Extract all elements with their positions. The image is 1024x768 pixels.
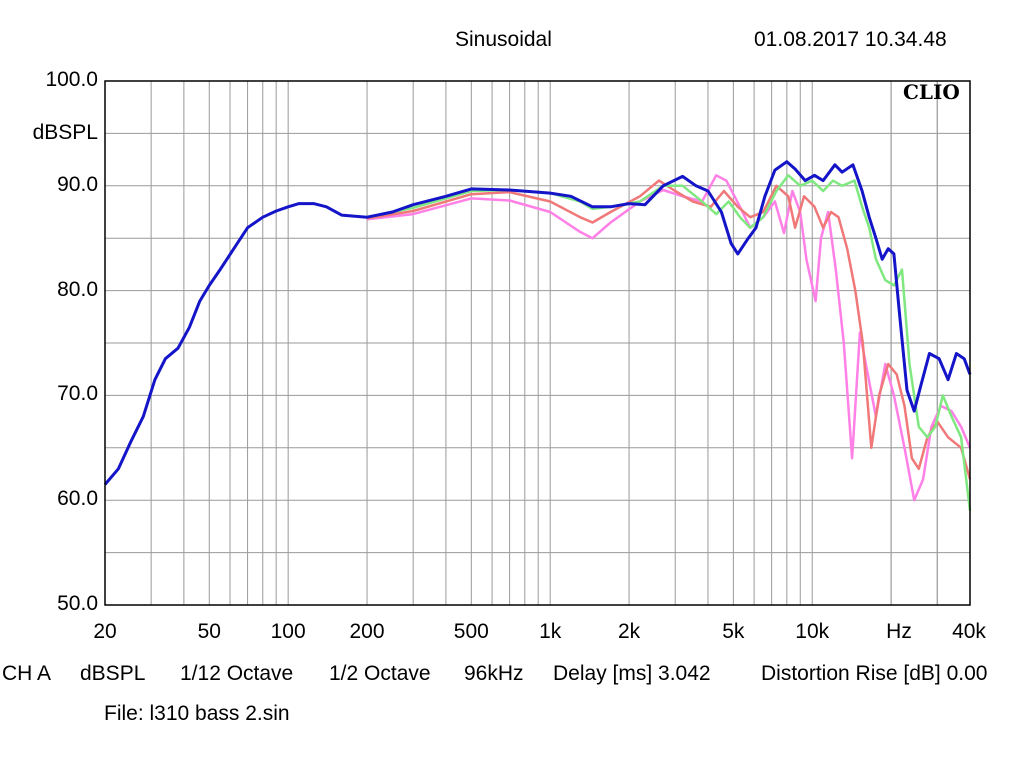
footer-unit: dBSPL xyxy=(80,662,146,685)
x-tick-label: 1k xyxy=(539,620,562,643)
series-group xyxy=(103,160,972,511)
chart-title: Sinusoidal xyxy=(455,28,552,51)
footer-channel: CH A xyxy=(2,662,52,685)
clio-logo: CLIO xyxy=(903,80,960,104)
measurement-datetime: 01.08.2017 10.34.48 xyxy=(754,28,947,51)
x-tick-label: 50 xyxy=(197,620,221,643)
series-line xyxy=(366,179,972,480)
x-tick-label: 2k xyxy=(617,620,641,643)
footer-smoothing: 1/12 Octave xyxy=(180,662,294,685)
x-tick-label: 100 xyxy=(270,620,306,643)
y-tick-label: 60.0 xyxy=(57,487,98,511)
footer-file-name: File: l310 bass 2.sin xyxy=(104,702,290,725)
footer-delay: Delay [ms] 3.042 xyxy=(553,662,711,685)
x-tick-label: 20 xyxy=(93,620,117,643)
y-tick-label: 70.0 xyxy=(57,382,98,406)
y-tick-label: 90.0 xyxy=(57,172,98,196)
x-tick-label: 10k xyxy=(795,620,830,643)
y-tick-label: 80.0 xyxy=(57,277,98,301)
series-line xyxy=(103,160,972,486)
y-tick-label: 100.0 xyxy=(45,68,98,91)
footer-distortion-rise: Distortion Rise [dB] 0.00 xyxy=(761,662,988,685)
plot-frame xyxy=(104,80,971,606)
grid xyxy=(105,81,970,605)
y-tick-label: 50.0 xyxy=(57,592,98,615)
y-axis-label: dBSPL xyxy=(32,121,98,144)
x-tick-label: 200 xyxy=(349,620,385,643)
x-tick-label: 40k xyxy=(952,620,986,643)
x-tick-label: 5k xyxy=(722,620,745,643)
series-line xyxy=(366,174,972,502)
footer-sample-rate: 96kHz xyxy=(464,662,524,685)
x-tick-label: 500 xyxy=(453,620,489,643)
x-axis-unit-label: Hz xyxy=(886,620,912,643)
footer-resolution: 1/2 Octave xyxy=(329,662,431,685)
